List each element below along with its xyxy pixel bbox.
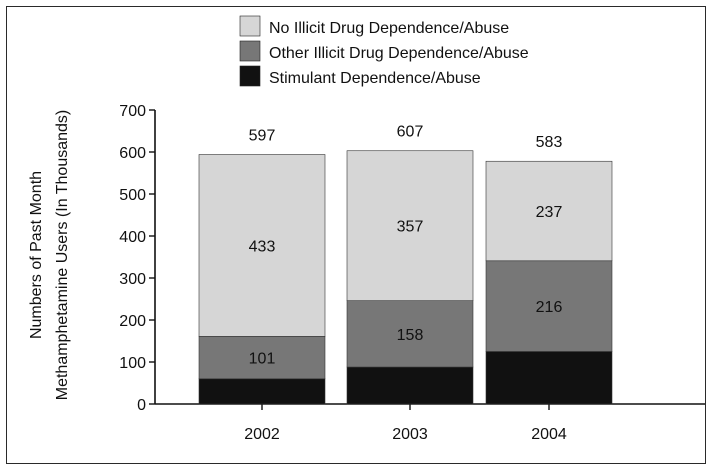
bar-2004-no-illicit-drug-dependence-abuse bbox=[485, 160, 613, 262]
bar-2004-stimulant-dependence-abuse bbox=[485, 351, 613, 405]
total-label-2004: 583 bbox=[536, 134, 563, 151]
x-tick-label-2004: 2004 bbox=[531, 426, 567, 443]
bar-2003-no-illicit-drug-dependence-abuse bbox=[346, 150, 474, 301]
legend-label-no-illicit-drug-dependence-abuse: No Illicit Drug Dependence/Abuse bbox=[269, 20, 509, 37]
bars: 101 433 158 357 216 237 bbox=[198, 150, 613, 405]
y-axis-label-line-2: Methamphetamine Users (In Thousands) bbox=[54, 110, 71, 401]
y-tick-label-100: 100 bbox=[119, 355, 146, 372]
data-label-2004-no-illicit-drug-dependence-abuse: 237 bbox=[536, 204, 563, 221]
data-label-2002-no-illicit-drug-dependence-abuse: 433 bbox=[249, 238, 276, 255]
bar-2003-other-illicit-drug-dependence-abuse bbox=[346, 300, 474, 368]
y-axis-label: Numbers of Past Month Methamphetamine Use… bbox=[28, 110, 71, 401]
legend: No Illicit Drug Dependence/Abuse Other Il… bbox=[239, 15, 529, 87]
stacked-bar-chart: No Illicit Drug Dependence/Abuse Other Il… bbox=[28, 15, 705, 443]
legend-swatch-stimulant-dependence-abuse bbox=[239, 65, 261, 87]
bar-2002-stimulant-dependence-abuse bbox=[198, 378, 326, 405]
bar-2003-stimulant-dependence-abuse bbox=[346, 366, 474, 405]
data-label-2002-other-illicit-drug-dependence-abuse: 101 bbox=[249, 351, 276, 368]
total-label-2003: 607 bbox=[397, 124, 424, 141]
chart-frame: No Illicit Drug Dependence/Abuse Other Il… bbox=[6, 6, 706, 464]
total-labels: 597 607 583 bbox=[249, 124, 563, 152]
legend-label-stimulant-dependence-abuse: Stimulant Dependence/Abuse bbox=[269, 70, 481, 87]
total-label-2002: 597 bbox=[249, 128, 276, 145]
y-tick-label-400: 400 bbox=[119, 229, 146, 246]
x-tick-labels: 2002 2003 2004 bbox=[244, 426, 567, 443]
y-tick-label-600: 600 bbox=[119, 145, 146, 162]
y-tick-label-500: 500 bbox=[119, 187, 146, 204]
y-tick-label-0: 0 bbox=[137, 397, 146, 414]
bar-2004-other-illicit-drug-dependence-abuse bbox=[485, 260, 613, 352]
x-tick-label-2002: 2002 bbox=[244, 426, 280, 443]
bar-2002-no-illicit-drug-dependence-abuse bbox=[198, 154, 326, 337]
legend-label-other-illicit-drug-dependence-abuse: Other Illicit Drug Dependence/Abuse bbox=[269, 45, 529, 62]
y-tick-label-200: 200 bbox=[119, 313, 146, 330]
legend-swatch-other-illicit-drug-dependence-abuse bbox=[239, 40, 261, 62]
y-axis-label-line-1: Numbers of Past Month bbox=[28, 171, 45, 339]
x-tick-label-2003: 2003 bbox=[392, 426, 428, 443]
y-tick-label-300: 300 bbox=[119, 271, 146, 288]
data-label-2003-other-illicit-drug-dependence-abuse: 158 bbox=[397, 327, 424, 344]
y-tick-label-700: 700 bbox=[119, 103, 146, 120]
data-label-2003-no-illicit-drug-dependence-abuse: 357 bbox=[397, 219, 424, 236]
data-label-2004-other-illicit-drug-dependence-abuse: 216 bbox=[536, 299, 563, 316]
legend-swatch-no-illicit-drug-dependence-abuse bbox=[239, 15, 261, 37]
